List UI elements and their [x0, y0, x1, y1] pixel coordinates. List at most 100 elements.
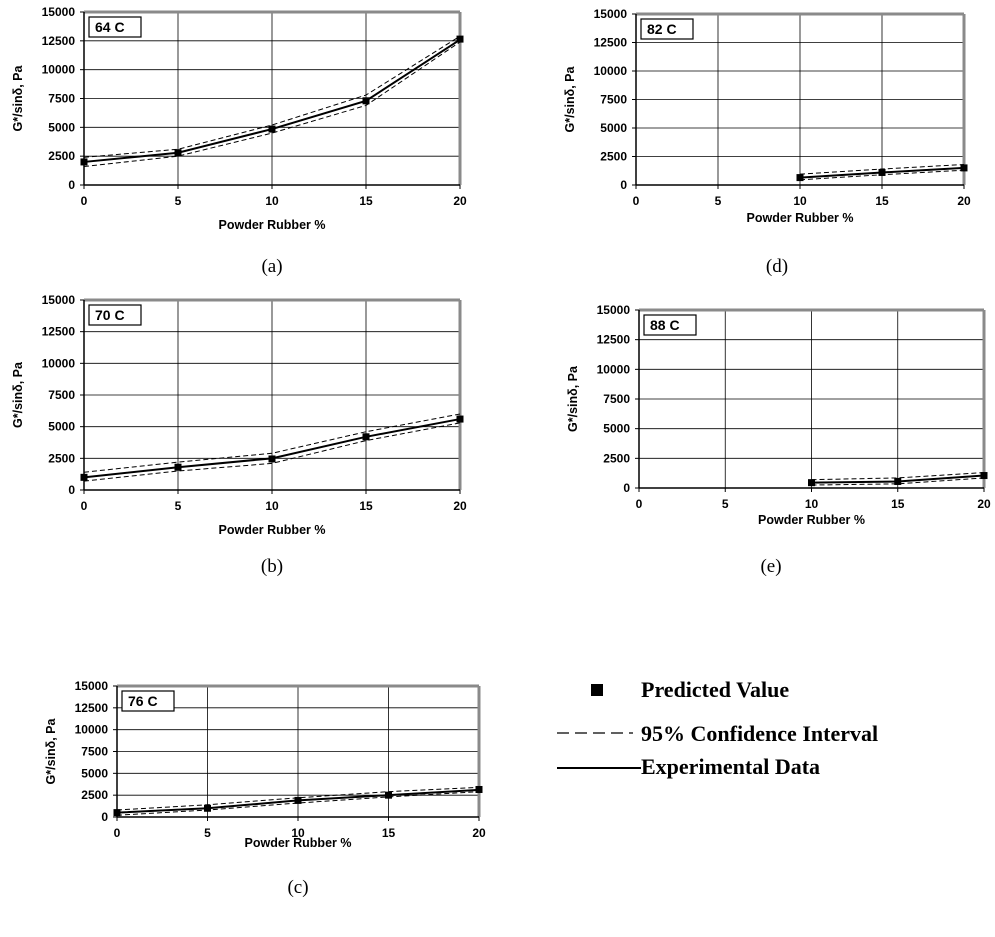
y-tick-label: 15000 — [42, 5, 76, 19]
legend: Predicted Value 95% Confidence Interval … — [557, 677, 878, 779]
series-ci-line-2 — [799, 163, 965, 175]
x-tick-label: 10 — [291, 826, 305, 840]
y-tick-label: 7500 — [81, 745, 108, 759]
x-tick-label: 10 — [793, 194, 807, 208]
x-axis-title: Powder Rubber % — [758, 513, 865, 527]
y-axis-title: G*/sinδ, Pa — [566, 365, 580, 432]
predicted-marker — [980, 472, 988, 480]
y-tick-label: 0 — [620, 178, 627, 192]
x-tick-label: 15 — [382, 826, 396, 840]
panel-caption: (b) — [261, 556, 283, 577]
panel-tag-box — [121, 690, 175, 712]
chart-panel-2: 0 2500 5000 7500 10000 12500 15000 0 5 10 15 20 Powd… — [44, 679, 486, 898]
series-ci-line-3 — [811, 477, 985, 486]
y-tick-label: 10000 — [594, 64, 628, 78]
x-tick-label: 20 — [453, 194, 467, 208]
y-tick-label: 5000 — [81, 766, 108, 780]
panel-caption: (a) — [261, 256, 282, 277]
panel-tag-box — [88, 16, 142, 38]
panel-tag-label: 70 C — [95, 307, 125, 323]
x-axis-title: Powder Rubber % — [747, 211, 854, 225]
x-tick-label: 15 — [891, 497, 905, 511]
y-tick-label: 7500 — [48, 92, 75, 106]
x-tick-label: 15 — [359, 194, 373, 208]
y-tick-label: 7500 — [603, 392, 630, 406]
panel-caption: (c) — [287, 877, 308, 898]
predicted-marker — [362, 97, 370, 105]
panel-tag-label: 64 C — [95, 19, 125, 35]
y-tick-label: 0 — [68, 178, 75, 192]
predicted-marker — [204, 804, 211, 812]
x-axis-title: Powder Rubber % — [219, 218, 326, 232]
predicted-marker — [878, 168, 886, 176]
x-tick-label: 20 — [453, 499, 467, 513]
predicted-marker — [294, 796, 302, 804]
x-axis-title: Powder Rubber % — [245, 836, 352, 850]
predicted-marker — [268, 125, 276, 133]
chart-panel-4: 0 2500 5000 7500 10000 12500 15000 0 5 10 15 20 Powd… — [566, 303, 991, 577]
predicted-marker — [796, 174, 804, 182]
y-tick-label: 10000 — [597, 362, 631, 376]
predicted-marker — [174, 463, 182, 471]
y-tick-label: 5000 — [48, 420, 75, 434]
x-tick-label: 15 — [359, 499, 373, 513]
y-tick-label: 0 — [68, 483, 75, 497]
y-tick-label: 15000 — [597, 303, 631, 317]
panel-caption: (e) — [760, 556, 781, 577]
x-tick-label: 0 — [114, 826, 121, 840]
y-tick-label: 12500 — [597, 333, 631, 347]
y-tick-label: 2500 — [603, 451, 630, 465]
series-ci-line-3 — [83, 422, 461, 482]
chart-panel-3: 0 2500 5000 7500 10000 12500 15000 0 5 10 15 20 Powd… — [563, 7, 971, 277]
panel-caption: (d) — [766, 256, 788, 277]
y-tick-label: 5000 — [600, 121, 627, 135]
x-tick-label: 20 — [977, 497, 991, 511]
predicted-marker — [960, 164, 968, 172]
predicted-marker — [456, 415, 464, 423]
predicted-marker — [808, 479, 815, 487]
y-tick-label: 12500 — [594, 36, 628, 50]
x-tick-label: 0 — [633, 194, 640, 208]
panel-tag-box — [643, 314, 697, 336]
y-tick-label: 12500 — [75, 701, 109, 715]
y-tick-label: 2500 — [600, 150, 627, 164]
predicted-marker — [456, 35, 464, 43]
y-tick-label: 12500 — [42, 34, 76, 48]
legend-predicted-label: Predicted Value — [641, 677, 789, 702]
x-tick-label: 5 — [722, 497, 729, 511]
x-tick-label: 0 — [81, 499, 88, 513]
y-tick-label: 10000 — [42, 356, 76, 370]
y-tick-label: 0 — [623, 481, 630, 495]
y-tick-label: 7500 — [48, 388, 75, 402]
y-tick-label: 10000 — [75, 723, 109, 737]
y-axis-title: G*/sinδ, Pa — [563, 65, 577, 132]
panel-tag-box — [88, 304, 142, 326]
x-tick-label: 20 — [957, 194, 971, 208]
y-tick-label: 12500 — [42, 325, 76, 339]
y-tick-label: 15000 — [594, 7, 628, 21]
y-tick-label: 5000 — [48, 120, 75, 134]
series-ci-line-2 — [811, 472, 985, 481]
panel-tag-box — [640, 18, 694, 40]
chart-panel-1: 0 2500 5000 7500 10000 12500 15000 0 5 10 15 20 Powd… — [11, 293, 467, 577]
x-tick-label: 5 — [204, 826, 211, 840]
panel-tag-label: 76 C — [128, 693, 158, 709]
predicted-marker — [80, 158, 88, 166]
y-tick-label: 2500 — [48, 149, 75, 163]
panel-tag-label: 88 C — [650, 317, 680, 333]
x-tick-label: 15 — [875, 194, 889, 208]
series-ci-line-2 — [116, 786, 480, 811]
predicted-marker — [362, 433, 370, 441]
legend-experimental-label: Experimental Data — [641, 754, 820, 779]
x-tick-label: 10 — [805, 497, 819, 511]
y-axis-title: G*/sinδ, Pa — [11, 64, 25, 131]
y-tick-label: 2500 — [81, 788, 108, 802]
predicted-marker — [80, 473, 88, 481]
y-tick-label: 7500 — [600, 93, 627, 107]
predicted-marker — [268, 455, 276, 463]
x-tick-label: 0 — [636, 497, 643, 511]
series-ci-line-2 — [83, 413, 461, 473]
chart-panel-0: 0 2500 5000 7500 10000 12500 15000 0 5 10 15 20 Powd… — [11, 5, 467, 277]
y-axis-title: G*/sinδ, Pa — [44, 717, 58, 784]
